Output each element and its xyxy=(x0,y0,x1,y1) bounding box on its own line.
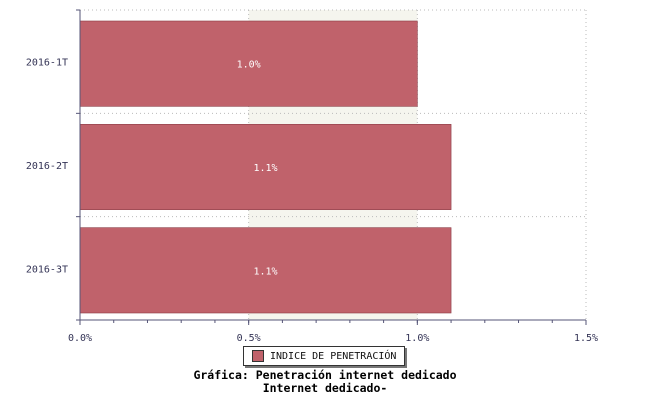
axes xyxy=(76,9,587,325)
y-tick-label: 2016-3T xyxy=(26,264,68,275)
y-tick-label: 2016-2T xyxy=(26,161,68,172)
bar-data-label: 1.1% xyxy=(253,163,277,174)
bar-data-label: 1.0% xyxy=(237,60,261,71)
x-tick-label: 0.5% xyxy=(237,333,261,344)
legend-label: INDICE DE PENETRACIÓN xyxy=(270,350,397,362)
bar xyxy=(79,227,452,314)
bar-data-label: 1.1% xyxy=(253,266,277,277)
legend-swatch xyxy=(252,350,264,362)
y-tick-label: 2016-1T xyxy=(26,58,68,69)
legend: INDICE DE PENETRACIÓN xyxy=(243,346,405,366)
x-tick-label: 0.0% xyxy=(68,333,92,344)
x-tick-label: 1.0% xyxy=(405,333,429,344)
chart-subtitle: Internet dedicado- xyxy=(262,381,388,395)
chart-title: Gráfica: Penetración internet dedicado xyxy=(193,368,457,382)
x-tick-label: 1.5% xyxy=(574,333,598,344)
grid-lines xyxy=(80,9,587,320)
bar xyxy=(79,20,418,107)
bars: 1.0% 1.1% 1.1% xyxy=(79,20,452,314)
tick-labels: 2016-1T 2016-2T 2016-3T 0.0% 0.5% 1.0% 1.5% xyxy=(26,58,598,344)
